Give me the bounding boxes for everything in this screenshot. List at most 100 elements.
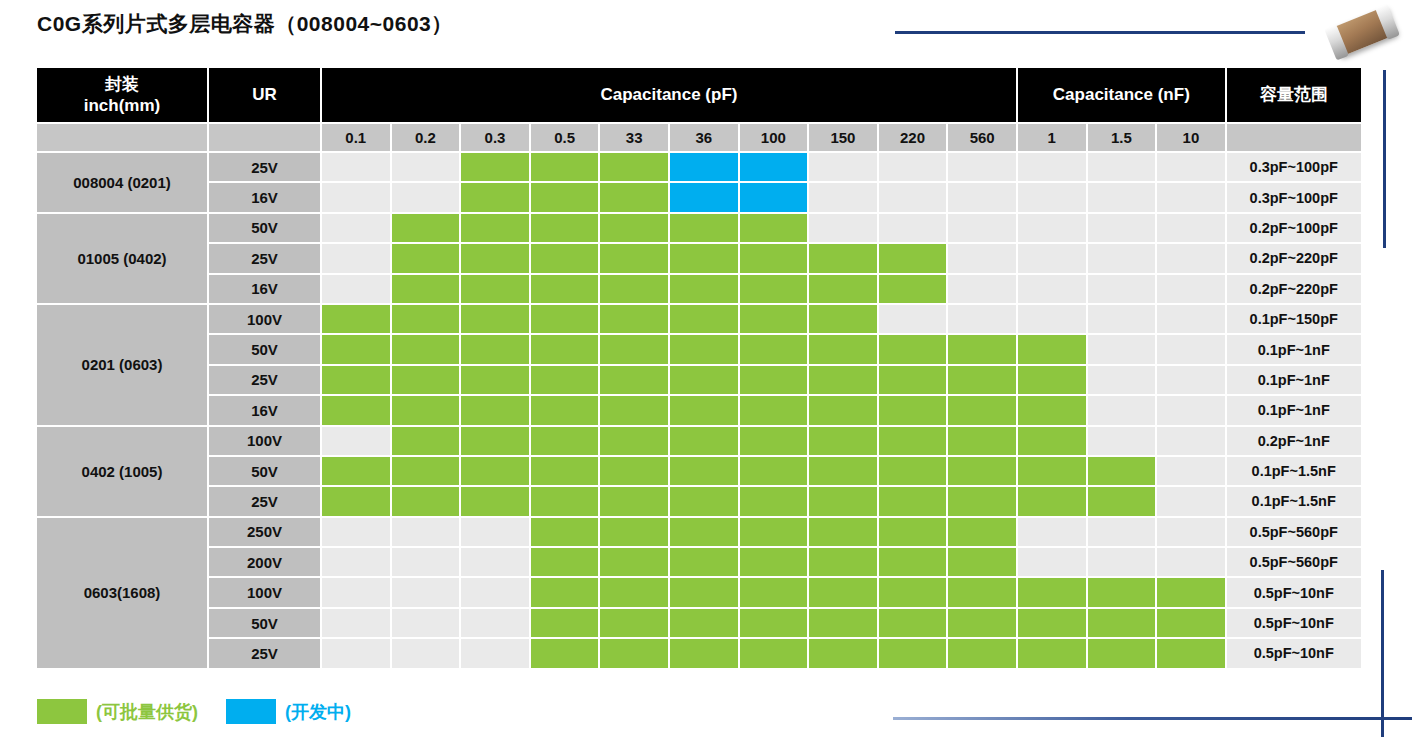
capacity-cell [461, 214, 529, 242]
capacity-cell [461, 183, 529, 211]
package-cell: 008004 (0201) [37, 153, 207, 212]
subheader-value: 10 [1157, 124, 1225, 151]
capacity-cell [600, 639, 668, 667]
capacity-cell [1088, 183, 1156, 211]
capacity-cell [322, 609, 390, 637]
capacity-cell [879, 487, 947, 515]
package-header-line2: inch(mm) [84, 95, 161, 116]
capacity-cell [809, 578, 877, 606]
capacity-cell [670, 214, 738, 242]
capacity-cell [600, 548, 668, 576]
capacity-cell [670, 578, 738, 606]
capacity-cell [392, 518, 460, 546]
capacity-cell [322, 518, 390, 546]
capacity-cell [1018, 518, 1086, 546]
capacity-cell [322, 214, 390, 242]
capacity-cell [461, 548, 529, 576]
bottom-accent-line [893, 717, 1412, 720]
range-cell: 0.2pF~220pF [1227, 244, 1361, 272]
capacity-cell [879, 609, 947, 637]
capacity-cell [531, 578, 599, 606]
capacity-cell [809, 153, 877, 181]
legend-swatch-available [37, 699, 87, 724]
page-title: C0G系列片式多层电容器（008004~0603） [37, 10, 453, 38]
capacity-cell [879, 183, 947, 211]
capacity-cell [1088, 214, 1156, 242]
subheader-value: 1.5 [1088, 124, 1156, 151]
capacity-cell [1018, 487, 1086, 515]
capacity-cell [809, 183, 877, 211]
capacity-cell [461, 153, 529, 181]
capacity-cell [1157, 487, 1225, 515]
capacity-cell [670, 335, 738, 363]
ur-cell: 50V [209, 335, 320, 363]
capacity-cell [740, 457, 808, 485]
subheader-value: 220 [879, 124, 947, 151]
capacity-cell [1157, 518, 1225, 546]
capacity-cell [740, 153, 808, 181]
capacity-cell [809, 548, 877, 576]
ur-cell: 50V [209, 609, 320, 637]
ur-cell: 25V [209, 153, 320, 181]
capacity-cell [322, 639, 390, 667]
capacity-cell [1157, 244, 1225, 272]
capacity-cell [1088, 487, 1156, 515]
capacity-cell [1088, 457, 1156, 485]
capacity-cell [322, 548, 390, 576]
capacity-cell [392, 609, 460, 637]
capacitance-pf-header: Capacitance (pF) [322, 68, 1016, 122]
capacity-cell [879, 275, 947, 303]
capacity-cell [948, 427, 1016, 455]
package-cell: 0603(1608) [37, 518, 207, 668]
capacity-cell [531, 639, 599, 667]
subheader-package-spacer [37, 124, 207, 151]
capacity-cell [809, 518, 877, 546]
capacity-cell [461, 487, 529, 515]
capacity-cell [879, 578, 947, 606]
capacity-cell [1157, 578, 1225, 606]
capacity-cell [879, 305, 947, 333]
legend-swatch-developing [226, 699, 276, 724]
capacity-cell [531, 609, 599, 637]
capacity-cell [392, 305, 460, 333]
capacity-cell [1157, 275, 1225, 303]
capacity-cell [1157, 639, 1225, 667]
subheader-value: 36 [670, 124, 738, 151]
capacity-cell [600, 153, 668, 181]
capacity-cell [1088, 548, 1156, 576]
range-cell: 0.1pF~150pF [1227, 305, 1361, 333]
legend-label-available: (可批量供货) [96, 700, 198, 724]
capacity-cell [392, 244, 460, 272]
capacity-cell [531, 518, 599, 546]
capacity-cell [1018, 214, 1086, 242]
capacity-cell [948, 548, 1016, 576]
subheader-value: 33 [600, 124, 668, 151]
top-accent-line [895, 31, 1305, 34]
capacity-cell [1018, 305, 1086, 333]
capacity-cell [1088, 578, 1156, 606]
capacity-cell [740, 183, 808, 211]
range-cell: 0.5pF~10nF [1227, 578, 1361, 606]
capacity-cell [1088, 275, 1156, 303]
subheader-value: 0.3 [461, 124, 529, 151]
right-accent-line-bottom [1381, 570, 1384, 737]
capacity-cell [809, 427, 877, 455]
capacity-cell [948, 578, 1016, 606]
capacity-cell [948, 335, 1016, 363]
range-cell: 0.2pF~1nF [1227, 427, 1361, 455]
capacity-cell [1018, 335, 1086, 363]
capacity-cell [1088, 396, 1156, 424]
subheader-value: 1 [1018, 124, 1086, 151]
capacity-cell [600, 305, 668, 333]
range-cell: 0.3pF~100pF [1227, 183, 1361, 211]
capacity-cell [809, 396, 877, 424]
range-cell: 0.5pF~10nF [1227, 639, 1361, 667]
capacity-cell [322, 457, 390, 485]
capacity-cell [461, 275, 529, 303]
range-cell: 0.1pF~1nF [1227, 396, 1361, 424]
capacity-cell [670, 518, 738, 546]
capacity-cell [392, 183, 460, 211]
ur-cell: 25V [209, 487, 320, 515]
capacity-cell [879, 214, 947, 242]
capacity-cell [879, 244, 947, 272]
